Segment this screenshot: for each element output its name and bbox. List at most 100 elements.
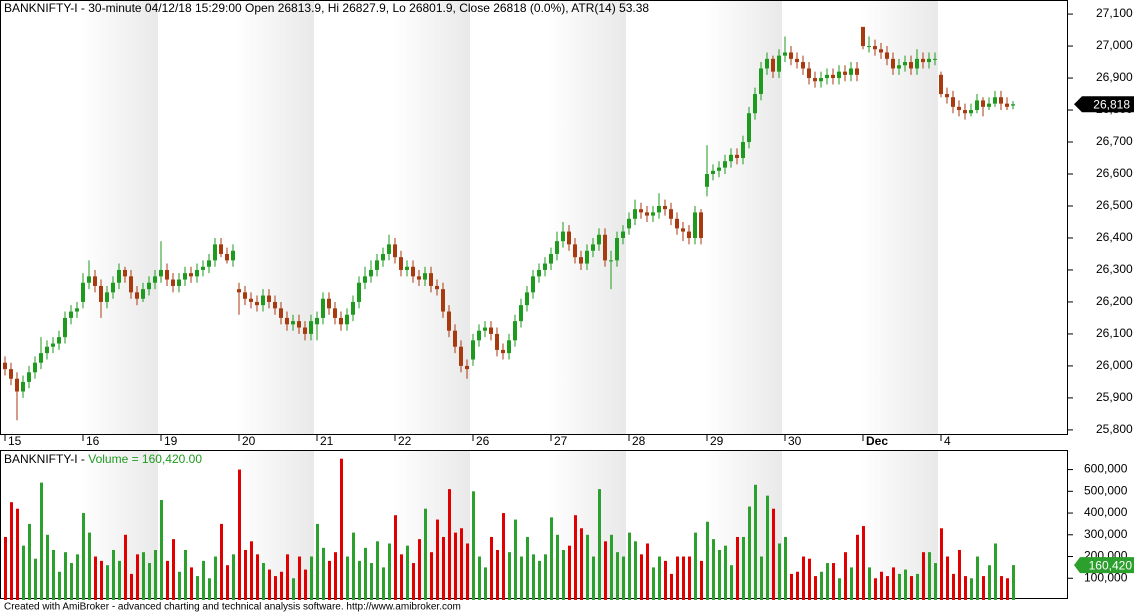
- volume-bar: [322, 547, 325, 600]
- candle-body: [597, 234, 601, 245]
- volume-bar: [682, 556, 685, 600]
- candle-body: [87, 276, 91, 283]
- candle-body: [609, 260, 613, 262]
- volume-bar: [304, 569, 307, 600]
- volume-bar: [712, 539, 715, 600]
- day-shade: [392, 1, 470, 435]
- candle-body: [3, 362, 7, 370]
- volume-bar: [22, 545, 25, 600]
- volume-bar: [610, 534, 613, 600]
- volume-bar: [250, 541, 253, 600]
- candle-body: [351, 301, 355, 315]
- candle-body: [45, 346, 49, 354]
- volume-bar: [328, 560, 331, 600]
- volume-bar: [940, 528, 943, 600]
- candle-body: [831, 74, 835, 79]
- y-tick-label: 26,400: [1096, 230, 1133, 244]
- volume-bar: [760, 556, 763, 600]
- candle-body: [765, 58, 769, 69]
- volume-bar: [454, 532, 457, 600]
- candle-body: [777, 55, 781, 72]
- volume-bar: [208, 578, 211, 600]
- candle-body: [327, 298, 331, 309]
- volume-bar: [382, 567, 385, 600]
- volume-bar: [670, 573, 673, 600]
- volume-bar: [568, 545, 571, 600]
- volume-bar: [160, 500, 163, 600]
- last-volume-label: 160,420: [1089, 558, 1133, 572]
- volume-bar: [736, 536, 739, 600]
- volume-header: BANKNIFTY-I - Volume = 160,420.00: [4, 452, 202, 466]
- volume-bar: [82, 513, 85, 600]
- volume-bar: [376, 541, 379, 600]
- candle-body: [459, 346, 463, 366]
- last-volume-box: [1074, 557, 1134, 574]
- x-tick-label: 28: [632, 434, 646, 448]
- candle-body: [693, 212, 697, 238]
- volume-bar: [802, 556, 805, 600]
- x-tick-label: 29: [710, 434, 724, 448]
- candle-body: [549, 253, 553, 264]
- y-tick-label: 600,000: [1084, 462, 1128, 476]
- volume-bar: [40, 482, 43, 600]
- candle-body: [909, 62, 913, 69]
- day-shade: [80, 1, 158, 435]
- candle-body: [969, 110, 973, 114]
- candle-body: [387, 244, 391, 254]
- volume-bar: [352, 532, 355, 600]
- volume-bar: [16, 508, 19, 600]
- volume-bar: [898, 573, 901, 600]
- volume-bar: [646, 543, 649, 600]
- volume-bar: [532, 554, 535, 600]
- volume-header-value: Volume = 160,420.00: [88, 452, 202, 466]
- candle-body: [483, 327, 487, 331]
- volume-bar: [118, 560, 121, 600]
- candle-body: [669, 209, 673, 219]
- volume-bar: [526, 536, 529, 600]
- x-tick-label: 21: [320, 434, 334, 448]
- volume-bar: [778, 543, 781, 600]
- volume-bar: [658, 556, 661, 600]
- volume-bar: [886, 576, 889, 600]
- volume-bar: [412, 563, 415, 600]
- volume-bar: [316, 523, 319, 600]
- candle-body: [705, 174, 709, 187]
- candle-body: [843, 71, 847, 75]
- volume-bar: [928, 552, 931, 600]
- candle-body: [405, 266, 409, 270]
- volume-bar: [244, 550, 247, 600]
- candle-body: [231, 250, 235, 261]
- volume-bar: [514, 519, 517, 600]
- volume-bar: [112, 550, 115, 600]
- volume-bar: [28, 523, 31, 600]
- candle-body: [465, 365, 469, 370]
- candle-body: [963, 110, 967, 114]
- volume-bar: [58, 571, 61, 600]
- volume-bar: [46, 534, 49, 600]
- candle-body: [621, 231, 625, 238]
- candle-body: [417, 276, 421, 280]
- volume-bar: [754, 484, 757, 600]
- volume-bar: [586, 534, 589, 600]
- candle-body: [855, 68, 859, 75]
- candle-body: [159, 269, 163, 277]
- volume-bar: [700, 560, 703, 600]
- volume-bar: [334, 552, 337, 600]
- volume-bar: [838, 578, 841, 600]
- candle-body: [975, 100, 979, 111]
- volume-bar: [820, 571, 823, 600]
- candle-body: [129, 276, 133, 293]
- candle-body: [1011, 104, 1015, 106]
- candle-body: [177, 279, 181, 286]
- volume-bar: [10, 502, 13, 600]
- candle-body: [135, 292, 139, 299]
- candle-body: [747, 113, 751, 143]
- volume-bar: [280, 571, 283, 600]
- candle-body: [315, 317, 319, 325]
- volume-bar: [604, 541, 607, 600]
- candle-body: [213, 244, 217, 261]
- candle-body: [663, 205, 667, 210]
- candle-body: [783, 52, 787, 56]
- candle-body: [153, 276, 157, 283]
- candle-body: [897, 65, 901, 69]
